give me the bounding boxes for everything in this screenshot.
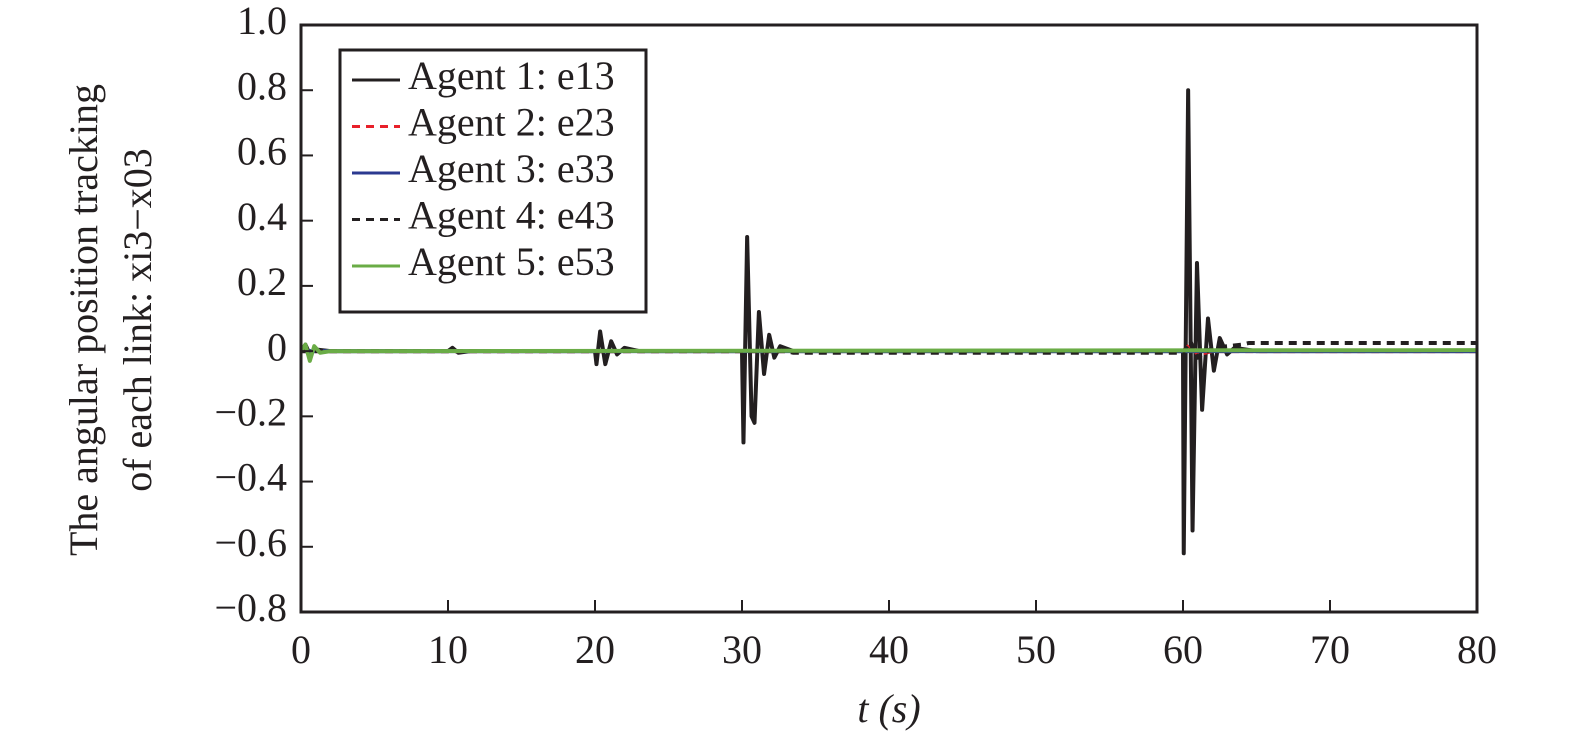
x-tick-label: 10 (428, 627, 468, 672)
x-tick-label: 60 (1163, 627, 1203, 672)
legend-label: Agent 4: e43 (408, 193, 615, 238)
y-tick-label: 0 (267, 324, 287, 369)
series-line (301, 342, 1477, 363)
x-tick-label: 70 (1310, 627, 1350, 672)
y-tick-label: −0.2 (214, 390, 287, 435)
y-tick-label: −0.4 (214, 455, 287, 500)
legend-label: Agent 3: e33 (408, 146, 615, 191)
legend-label: Agent 5: e53 (408, 239, 615, 284)
x-axis-label: t (s) (857, 686, 920, 731)
legend-label: Agent 2: e23 (408, 100, 615, 145)
y-tick-label: 0.6 (237, 129, 287, 174)
legend-box (338, 48, 648, 314)
x-tick-label: 0 (291, 627, 311, 672)
y-tick-label: 1.0 (237, 0, 287, 43)
y-tick-label: 0.8 (237, 63, 287, 108)
x-tick-label: 40 (869, 627, 909, 672)
plot-area (301, 88, 1477, 556)
x-tick-label: 30 (722, 627, 762, 672)
y-tick-label: 0.4 (237, 194, 287, 239)
y-tick-label: −0.6 (214, 520, 287, 565)
y-tick-label: −0.8 (214, 585, 287, 630)
y-tick-label: 0.2 (237, 259, 287, 304)
x-tick-label: 50 (1016, 627, 1056, 672)
x-tick-label: 20 (575, 627, 615, 672)
y-axis-label: of each link: xi3−x03 (115, 148, 160, 492)
x-tick-label: 80 (1457, 627, 1497, 672)
legend-label: Agent 1: e13 (408, 53, 615, 98)
y-axis-label: The angular position tracking (61, 84, 106, 556)
